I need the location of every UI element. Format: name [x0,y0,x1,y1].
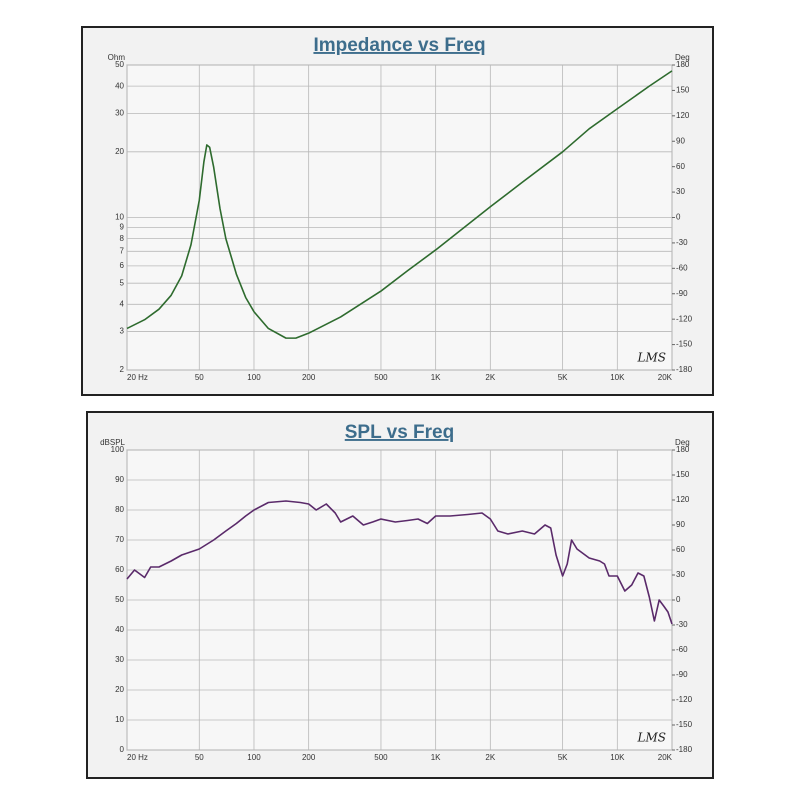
y2-tick-label: 180 [676,445,690,454]
y-tick-label: 20 [115,147,124,156]
y2-tick-label: 150 [676,470,690,479]
y-tick-label: 0 [120,745,125,754]
x-tick-label: 2K [485,753,495,762]
y2-tick-label: 30 [676,570,685,579]
annotation: LMS [637,731,666,745]
data-line [126,70,673,339]
y-tick-label: 30 [115,109,124,118]
y2-tick-label: 60 [676,545,685,554]
x-tick-label: 20 Hz [127,373,148,382]
y-tick-label: 40 [115,81,124,90]
y2-tick-label: 120 [676,495,690,504]
y-tick-label: 40 [115,625,124,634]
x-tick-label: 500 [374,753,388,762]
y-tick-label: 50 [115,595,124,604]
y-tick-label: 8 [120,234,125,243]
y-tick-label: 20 [115,685,124,694]
annotation: LMS [637,351,666,365]
y-tick-label: 70 [115,535,124,544]
y2-tick-label: -120 [676,695,693,704]
y2-axis-label: Deg [675,438,690,447]
x-tick-label: 50 [195,753,204,762]
y2-tick-label: 120 [676,111,690,120]
y2-tick-label: -60 [676,645,688,654]
y2-tick-label: -120 [676,314,693,323]
x-tick-label: 100 [247,373,261,382]
y2-axis-label: Deg [675,53,690,62]
x-tick-label: 20K [658,753,673,762]
y-tick-label: 3 [120,327,125,336]
y2-tick-label: -30 [676,238,688,247]
y2-tick-label: -30 [676,620,688,629]
y-tick-label: 80 [115,505,124,514]
y2-tick-label: 60 [676,162,685,171]
chart-title: SPL vs Freq [345,422,454,443]
y2-tick-label: -60 [676,263,688,272]
x-tick-label: 50 [195,373,204,382]
y-tick-label: 60 [115,565,124,574]
y-tick-label: 90 [115,475,124,484]
x-tick-label: 200 [302,753,316,762]
y2-tick-label: -180 [676,365,693,374]
y2-tick-label: 90 [676,136,685,145]
x-tick-label: 10K [610,753,625,762]
chart-title: Impedance vs Freq [313,35,485,56]
x-tick-label: 20K [658,373,673,382]
data-line [126,500,673,625]
x-tick-label: 2K [485,373,495,382]
x-tick-label: 5K [558,373,568,382]
y2-tick-label: -180 [676,745,693,754]
x-tick-label: 500 [374,373,388,382]
y2-tick-label: 0 [676,595,681,604]
y-tick-label: 100 [111,445,125,454]
x-tick-label: 1K [431,373,441,382]
x-tick-label: 200 [302,373,316,382]
y-tick-label: 10 [115,213,124,222]
y-axis-label: Ohm [108,53,126,62]
x-tick-label: 10K [610,373,625,382]
y-tick-label: 9 [120,223,125,232]
y-tick-label: 6 [120,261,125,270]
y-tick-label: 50 [115,60,124,69]
y-axis-label: dBSPL [100,438,125,447]
x-tick-label: 1K [431,753,441,762]
y-tick-label: 7 [120,246,125,255]
y-tick-label: 4 [120,299,125,308]
y2-tick-label: -150 [676,340,693,349]
y2-tick-label: -90 [676,289,688,298]
x-tick-label: 5K [558,753,568,762]
y-tick-label: 5 [120,278,125,287]
y2-tick-label: 30 [676,187,685,196]
y-tick-label: 30 [115,655,124,664]
y2-tick-label: -90 [676,670,688,679]
x-tick-label: 100 [247,753,261,762]
y2-tick-label: 150 [676,86,690,95]
y2-tick-label: -150 [676,720,693,729]
y2-tick-label: 0 [676,213,681,222]
x-tick-label: 20 Hz [127,753,148,762]
y2-tick-label: 180 [676,60,690,69]
y2-tick-label: 90 [676,520,685,529]
y-tick-label: 10 [115,715,124,724]
y-tick-label: 2 [120,365,125,374]
